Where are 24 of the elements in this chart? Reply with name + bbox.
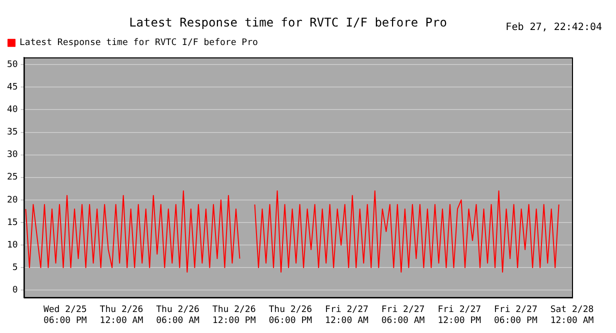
y-tick-label: 10 [6,240,18,250]
y-tick-label: 20 [6,195,18,206]
y-tick-label: 45 [6,82,18,93]
y-tick-label: 0 [12,286,18,296]
x-tick-label: Fri 2/27 12:00 PM [438,305,482,326]
text: Feb 27, 22:42:04 [506,22,602,33]
x-tick-label: Thu 2/26 06:00 AM [156,305,200,326]
x-tick-label: Wed 2/25 06:00 PM [43,305,88,326]
x-tick-label: Fri 2/27 06:00 AM [381,305,426,326]
x-tick-label: Sat 2/28 12:00 AM [550,305,594,326]
x-tick-label: Thu 2/26 06:00 PM [268,305,313,326]
y-tick-label: 40 [6,105,18,116]
y-tick-label: 5 [12,262,18,273]
y-tick-label: 15 [6,218,18,228]
x-tick-label: Thu 2/26 12:00 PM [212,305,256,326]
legend-label: Latest Response time for RVTC I/F before Pro [20,38,258,48]
y-tick-label: 30 [6,150,18,160]
x-tick-label: Thu 2/26 12:00 AM [100,305,144,326]
x-tick-label: Fri 2/27 12:00 AM [325,305,369,326]
y-tick-label: 25 [6,172,18,183]
y-tick-label: 35 [6,128,18,138]
chart-title: Latest Response time for RVTC I/F before Pro [129,15,447,30]
y-tick-label: 50 [6,60,18,70]
x-tick-label: Fri 2/27 06:00 PM [494,305,538,326]
